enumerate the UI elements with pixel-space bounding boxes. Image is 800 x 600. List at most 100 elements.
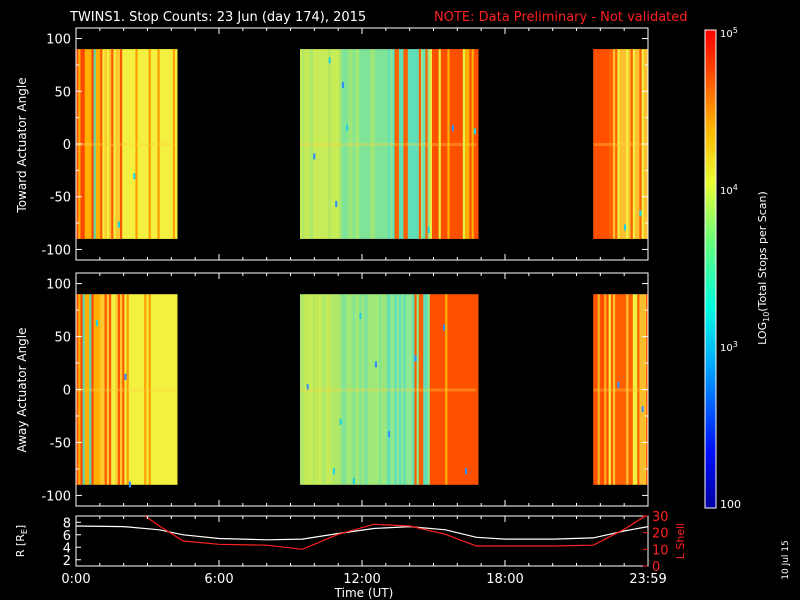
heat-column (469, 294, 472, 485)
heat-column (432, 294, 435, 485)
heat-column (635, 294, 638, 485)
y-tick-label: 0 (63, 138, 71, 153)
heat-column (170, 49, 174, 239)
heat-column (111, 49, 114, 239)
colorbar-tick-1e5: 105 (720, 26, 738, 40)
heat-column (322, 49, 325, 239)
heat-column (465, 294, 468, 485)
heat-column (341, 294, 345, 485)
heat-speckle (124, 373, 127, 380)
heat-column (423, 49, 426, 239)
heat-column (109, 294, 112, 485)
heat-column (610, 49, 614, 239)
time-tick-label: 12:00 (343, 572, 380, 587)
heat-column (394, 49, 398, 239)
heat-column (615, 294, 618, 485)
heat-column (401, 294, 404, 485)
heat-speckle (624, 224, 627, 231)
heat-speckle (328, 57, 331, 64)
heat-speckle (133, 173, 136, 180)
heat-column (473, 49, 477, 239)
heat-column (427, 49, 431, 239)
heat-column (164, 294, 167, 485)
heat-column (344, 294, 347, 485)
heat-column (449, 49, 453, 239)
y-tick-label: 50 (54, 331, 71, 346)
heat-column (449, 294, 453, 485)
heat-column (117, 49, 121, 239)
heat-column (335, 294, 338, 485)
heat-column (469, 49, 472, 239)
heat-column (93, 294, 97, 485)
heat-column (379, 294, 382, 485)
heat-column (135, 49, 138, 239)
ylabel-r: R [RE] (14, 525, 29, 557)
heat-column (333, 49, 336, 239)
time-tick-label: 6:00 (204, 572, 233, 587)
heat-column (405, 294, 409, 485)
heat-column (630, 49, 634, 239)
heat-column (311, 294, 314, 485)
heat-column (348, 294, 351, 485)
heat-column (302, 294, 305, 485)
heat-column (425, 294, 428, 485)
heat-column (337, 294, 340, 485)
heat-column (423, 294, 426, 485)
heat-column (326, 294, 329, 485)
heat-column (131, 49, 134, 239)
chart-title: TWINS1. Stop Counts: 23 Jun (day 174), 2… (69, 10, 366, 25)
heat-column (399, 294, 402, 485)
heat-column (372, 49, 376, 239)
heat-column (370, 294, 373, 485)
heat-column (363, 294, 367, 485)
y-tick-label: -100 (41, 489, 71, 504)
heat-column (355, 49, 358, 239)
heat-column (372, 294, 376, 485)
colorbar: 105 104 103 100 LOG10(Total Stops per Sc… (704, 26, 771, 511)
heat-column (385, 49, 389, 239)
lshell-line (144, 516, 647, 550)
heat-column (319, 49, 323, 239)
heat-column (168, 49, 171, 239)
heat-column (150, 294, 154, 485)
heat-column (374, 294, 378, 485)
r-tick-label: 6 (63, 529, 71, 544)
heat-column (328, 294, 332, 485)
heat-column (359, 294, 362, 485)
heat-column (447, 294, 450, 485)
heat-column (462, 294, 466, 485)
heat-column (427, 294, 431, 485)
heat-speckle (641, 406, 644, 413)
heat-speckle (443, 324, 446, 331)
heat-column (122, 49, 125, 239)
heat-column (161, 49, 165, 239)
heat-equator-band (76, 388, 177, 392)
heat-column (346, 294, 349, 485)
heat-column (363, 49, 367, 239)
data-segment (76, 294, 178, 488)
heat-column (153, 49, 156, 239)
heat-column (350, 49, 354, 239)
heat-column (159, 294, 163, 485)
heat-column (159, 49, 163, 239)
heat-column (394, 294, 398, 485)
heat-column (95, 294, 99, 485)
heat-column (445, 49, 448, 239)
heat-column (341, 49, 345, 239)
y-tick-label: 0 (63, 384, 71, 399)
heat-column (166, 49, 169, 239)
heat-speckle (617, 381, 620, 388)
heat-column (146, 294, 149, 485)
heat-column (155, 294, 158, 485)
heat-column (454, 49, 457, 239)
heat-column (383, 49, 387, 239)
heat-column (440, 294, 444, 485)
heat-column (624, 49, 627, 239)
lshell-tick-label: 20 (652, 527, 669, 542)
heat-column (300, 294, 303, 485)
heat-column (436, 294, 439, 485)
heat-column (357, 294, 360, 485)
heat-speckle (335, 201, 338, 208)
heat-column (115, 49, 119, 239)
